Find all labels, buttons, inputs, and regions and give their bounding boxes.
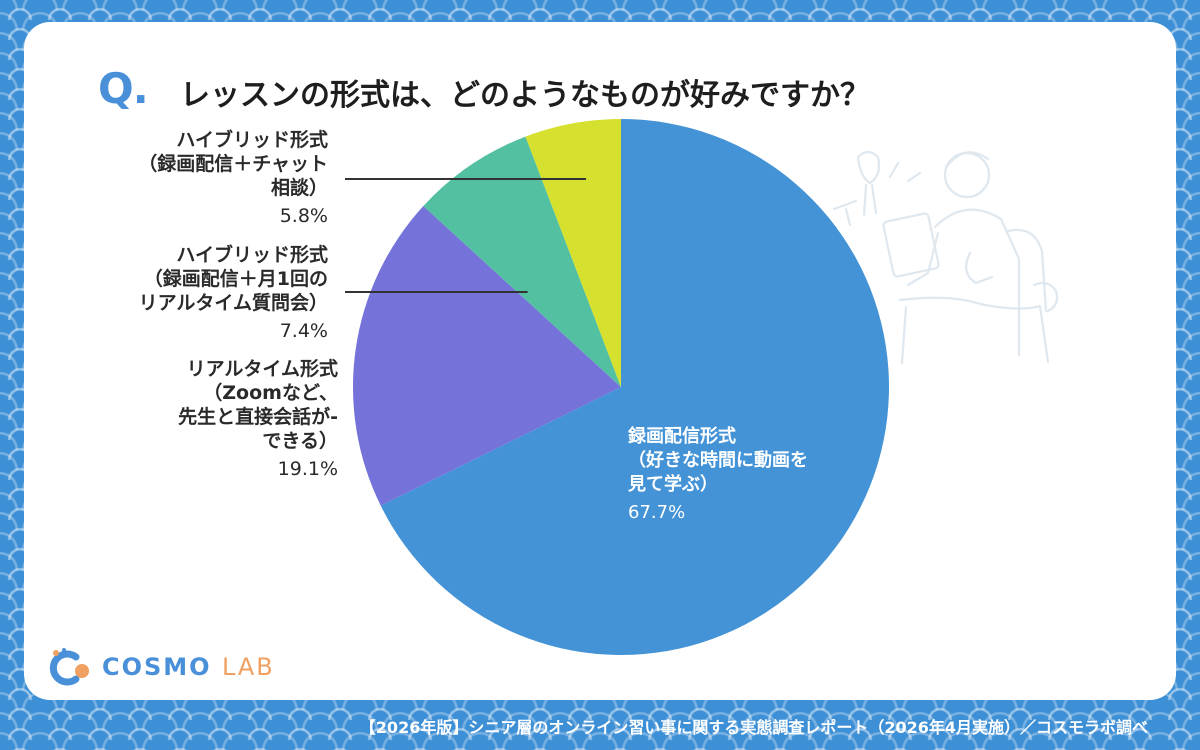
cosmo-lab-logo: COSMO LAB [46,647,275,687]
value-label: 5.8% [279,205,328,227]
value-label: 7.4% [279,320,328,342]
label-line: リアルタイム質問会） [138,292,328,314]
logo-sub-text: LAB [221,653,275,681]
label-line: （録画配信＋チャット [138,153,328,175]
slice-label-recorded: 録画配信形式 （好きな時間に動画を 見て学ぶ） 67.7% [628,425,808,525]
logo-mark-icon [49,648,89,686]
label-line: （好きな時間に動画を [628,450,808,471]
label-line: ハイブリッド形式 [176,129,328,151]
slice-label-hybrid-chat: ハイブリッド形式 （録画配信＋チャット 相談） 5.8% [138,128,328,228]
value-label: 67.7% [628,502,686,523]
label-line: ハイブリッド形式 [176,244,328,266]
label-line: 先生と直接会話が- [178,406,338,428]
pie-slice-2 [423,136,621,387]
logo-main-text: COSMO [102,653,212,681]
logo-wordmark: COSMO LAB [102,653,275,681]
label-line: 録画配信形式 [628,426,736,447]
label-line: できる） [262,430,338,452]
slice-label-realtime: リアルタイム形式 （Zoomなど、 先生と直接会話が- できる） 19.1% [178,357,338,481]
label-line: 相談） [270,177,328,199]
question-mark: Q. [98,64,149,113]
slice-label-hybrid-qa: ハイブリッド形式 （録画配信＋月1回の リアルタイム質問会） 7.4% [139,243,328,343]
question-title: レッスンの形式は、どのようなものが好みですか？ [180,78,870,113]
label-line: リアルタイム形式 [186,358,338,380]
source-footer: 【2026年版】シニア層のオンライン習い事に関する実態調査レポート（2026年4… [359,718,1148,737]
label-line: （録画配信＋月1回の [143,268,328,290]
label-line: （Zoomなど、 [203,382,338,404]
pie-slice-0 [380,119,889,655]
senior-illustration [832,150,1059,365]
pie-slice-3 [525,119,621,387]
label-line: 見て学ぶ） [628,474,718,495]
value-label: 19.1% [277,458,338,480]
pie-slice-1 [353,206,621,506]
